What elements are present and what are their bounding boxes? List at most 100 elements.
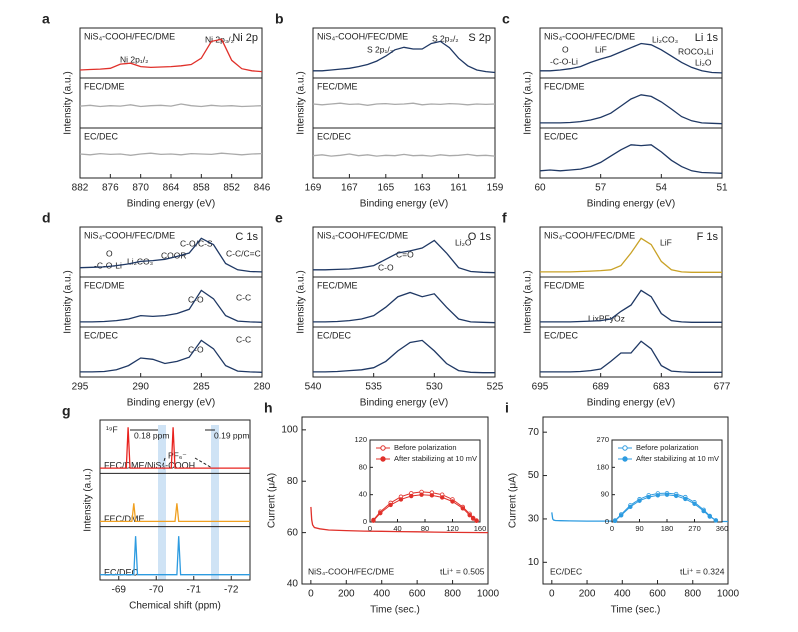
- x-tick-label: 882: [72, 183, 89, 194]
- y-tick-label: 10: [528, 557, 540, 568]
- x-tick-label: 295: [72, 382, 89, 393]
- annotation: -C-O-Li: [94, 260, 122, 270]
- inset-x-tick-label: 120: [446, 524, 459, 533]
- plot-frame: [312, 27, 496, 179]
- inset-point: [470, 516, 476, 521]
- spectrum-line: [79, 237, 263, 273]
- annotation: Li₂O: [455, 237, 472, 247]
- x-tick-label: 677: [714, 382, 731, 393]
- annotation: C-O: [378, 262, 394, 272]
- panel-letter: g: [62, 403, 71, 419]
- x-tick-label: 200: [579, 589, 596, 600]
- panel-letter: b: [275, 11, 284, 27]
- x-tick-label: 870: [132, 183, 149, 194]
- plot-frame: [539, 226, 723, 378]
- annotation: LixPFyOz: [588, 313, 625, 323]
- y-tick-label: 50: [528, 470, 540, 481]
- current-line: [310, 506, 489, 534]
- panel-letter: a: [42, 11, 50, 27]
- spectrum-line: [540, 237, 722, 273]
- inset-y-tick-label: 120: [354, 435, 367, 444]
- x-tick-label: -72: [224, 585, 239, 596]
- inset-point: [701, 508, 706, 514]
- inset-y-tick-label: 90: [601, 490, 609, 499]
- panel-letter: e: [275, 210, 283, 226]
- spectrum-line: [539, 144, 723, 174]
- inset-y-tick-label: 0: [363, 517, 367, 526]
- y-tick-label: 40: [287, 579, 299, 590]
- inset-point: [474, 518, 479, 523]
- x-tick-label: 200: [338, 589, 355, 600]
- x-tick-label: -69: [112, 585, 127, 596]
- inset-point: [692, 501, 697, 506]
- stack-label: FEC/DME/NiS₄-COOH: [104, 461, 195, 471]
- spectrum-line: [540, 42, 723, 74]
- stack-label: NiS₄-COOH/FEC/DME: [317, 31, 408, 41]
- annotation: Li₂O: [695, 57, 712, 67]
- x-tick-label: -70: [149, 585, 164, 596]
- x-tick-label: 1000: [477, 589, 500, 600]
- legend-marker: [622, 456, 628, 462]
- spectrum-line: [312, 153, 496, 157]
- y-tick-label: 70: [528, 427, 540, 438]
- annotation: C-C/C=C: [226, 248, 261, 258]
- inset-point: [371, 518, 376, 523]
- y-axis-label: Intensity (a.u.): [523, 71, 534, 134]
- spectrum-line: [540, 340, 722, 373]
- stack-label: EC/DEC: [544, 330, 579, 340]
- spectrum-line: [100, 427, 250, 469]
- stack-label: NiS₄-COOH/FEC/DME: [84, 31, 175, 41]
- x-tick-label: 800: [444, 589, 461, 600]
- x-tick-label: -71: [187, 585, 202, 596]
- annotation: C=O: [396, 249, 414, 259]
- legend-label: After stabilizing at 10 mV: [394, 454, 477, 463]
- annotation: COOR: [161, 250, 187, 260]
- plot-frame: [542, 416, 729, 585]
- inset-point: [398, 497, 404, 502]
- arrow: [161, 457, 166, 469]
- x-axis-label: Binding energy (eV): [587, 199, 675, 210]
- legend-marker: [380, 456, 386, 462]
- x-tick-label: 161: [450, 183, 467, 194]
- spectrum-line: [313, 239, 496, 274]
- x-axis-label: Binding energy (eV): [360, 199, 448, 210]
- stack-label: FEC/DME: [544, 81, 585, 91]
- annotation: -C-O-Li: [550, 56, 578, 66]
- x-axis-label: Binding energy (eV): [587, 398, 675, 409]
- inset-point: [664, 492, 670, 497]
- x-tick-label: 280: [254, 382, 271, 393]
- spectrum-line: [80, 289, 263, 323]
- inset-point: [419, 492, 424, 497]
- stack-label: FEC/DME: [104, 514, 145, 524]
- panel-letter: d: [42, 210, 51, 226]
- inset-point: [460, 506, 466, 511]
- annotation: Ni 2p₁/₂: [120, 54, 148, 64]
- inset-x-tick-label: 0: [368, 524, 372, 533]
- inset-point: [618, 513, 624, 518]
- x-tick-label: 864: [163, 183, 180, 194]
- element-label: Li 1s: [695, 32, 719, 44]
- annotation: O: [106, 248, 113, 258]
- spectrum-line: [80, 339, 263, 373]
- inset-x-tick-label: 0: [610, 524, 614, 533]
- element-label: S 2p: [468, 32, 491, 44]
- plot-frame: [99, 419, 251, 581]
- y-axis-label: Intensity (a.u.): [296, 270, 307, 333]
- annotation: ¹⁹F: [106, 424, 118, 434]
- x-tick-label: 1000: [717, 589, 740, 600]
- x-axis-label: Time (sec.): [370, 605, 420, 616]
- x-tick-label: 285: [193, 382, 210, 393]
- annotation: PF₆⁻: [168, 450, 187, 460]
- element-label: C 1s: [235, 231, 258, 243]
- annotation: EC/DEC: [550, 566, 582, 576]
- stack-label: FEC/DME: [84, 81, 125, 91]
- inset-y-tick-label: 40: [359, 490, 367, 499]
- panel-letter: c: [502, 11, 510, 27]
- stack-label: EC/DEC: [84, 131, 119, 141]
- inset-x-tick-label: 270: [688, 524, 701, 533]
- spectrum-line: [540, 289, 722, 323]
- x-tick-label: 695: [532, 382, 549, 393]
- annotation: C-C: [236, 292, 251, 302]
